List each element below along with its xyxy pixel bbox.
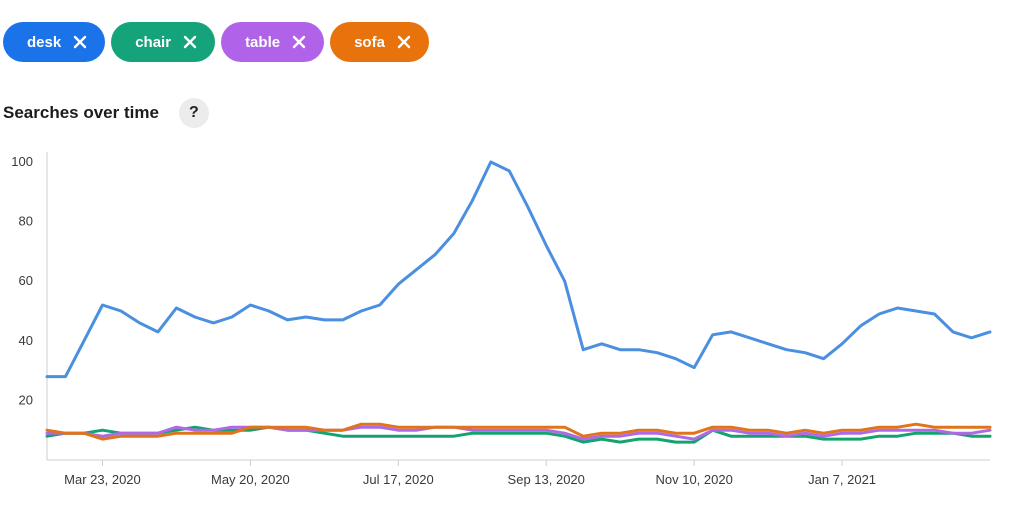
chart-header: Searches over time ?: [3, 98, 209, 128]
x-tick-label: Nov 10, 2020: [655, 472, 732, 487]
keyword-chip-label: sofa: [354, 33, 385, 51]
x-tick-label: Mar 23, 2020: [64, 472, 141, 487]
series-line-sofa: [45, 422, 992, 441]
close-icon[interactable]: [183, 35, 197, 49]
x-tick-label: Jan 7, 2021: [808, 472, 876, 487]
keyword-chip-list: desk chair table sofa: [3, 22, 429, 62]
keyword-chip-chair[interactable]: chair: [111, 22, 216, 62]
close-icon[interactable]: [397, 35, 411, 49]
y-tick-label: 20: [19, 392, 33, 407]
help-button[interactable]: ?: [178, 98, 209, 128]
chart-title: Searches over time: [3, 103, 159, 122]
y-tick-label: 60: [19, 273, 33, 288]
series-line-desk: [45, 160, 992, 379]
y-tick-label: 100: [11, 154, 33, 169]
x-tick-label: Sep 13, 2020: [508, 472, 585, 487]
close-icon[interactable]: [292, 35, 306, 49]
searches-line-chart: 20 40 60 80 100 Mar 23, 2020 May 20, 2020 Jul 1…: [11, 152, 992, 487]
keyword-chip-label: desk: [27, 33, 62, 51]
x-tick-label: Jul 17, 2020: [363, 472, 434, 487]
keyword-chip-sofa[interactable]: sofa: [330, 22, 429, 62]
y-tick-label: 80: [19, 214, 33, 229]
close-icon[interactable]: [73, 35, 87, 49]
keyword-chip-desk[interactable]: desk: [3, 22, 106, 62]
keyword-chip-table[interactable]: table: [221, 22, 325, 62]
y-tick-label: 40: [19, 333, 33, 348]
series-line-table: [45, 425, 992, 441]
keyword-chip-label: chair: [135, 33, 172, 51]
keyword-chip-label: table: [245, 33, 281, 51]
x-tick-label: May 20, 2020: [211, 472, 290, 487]
